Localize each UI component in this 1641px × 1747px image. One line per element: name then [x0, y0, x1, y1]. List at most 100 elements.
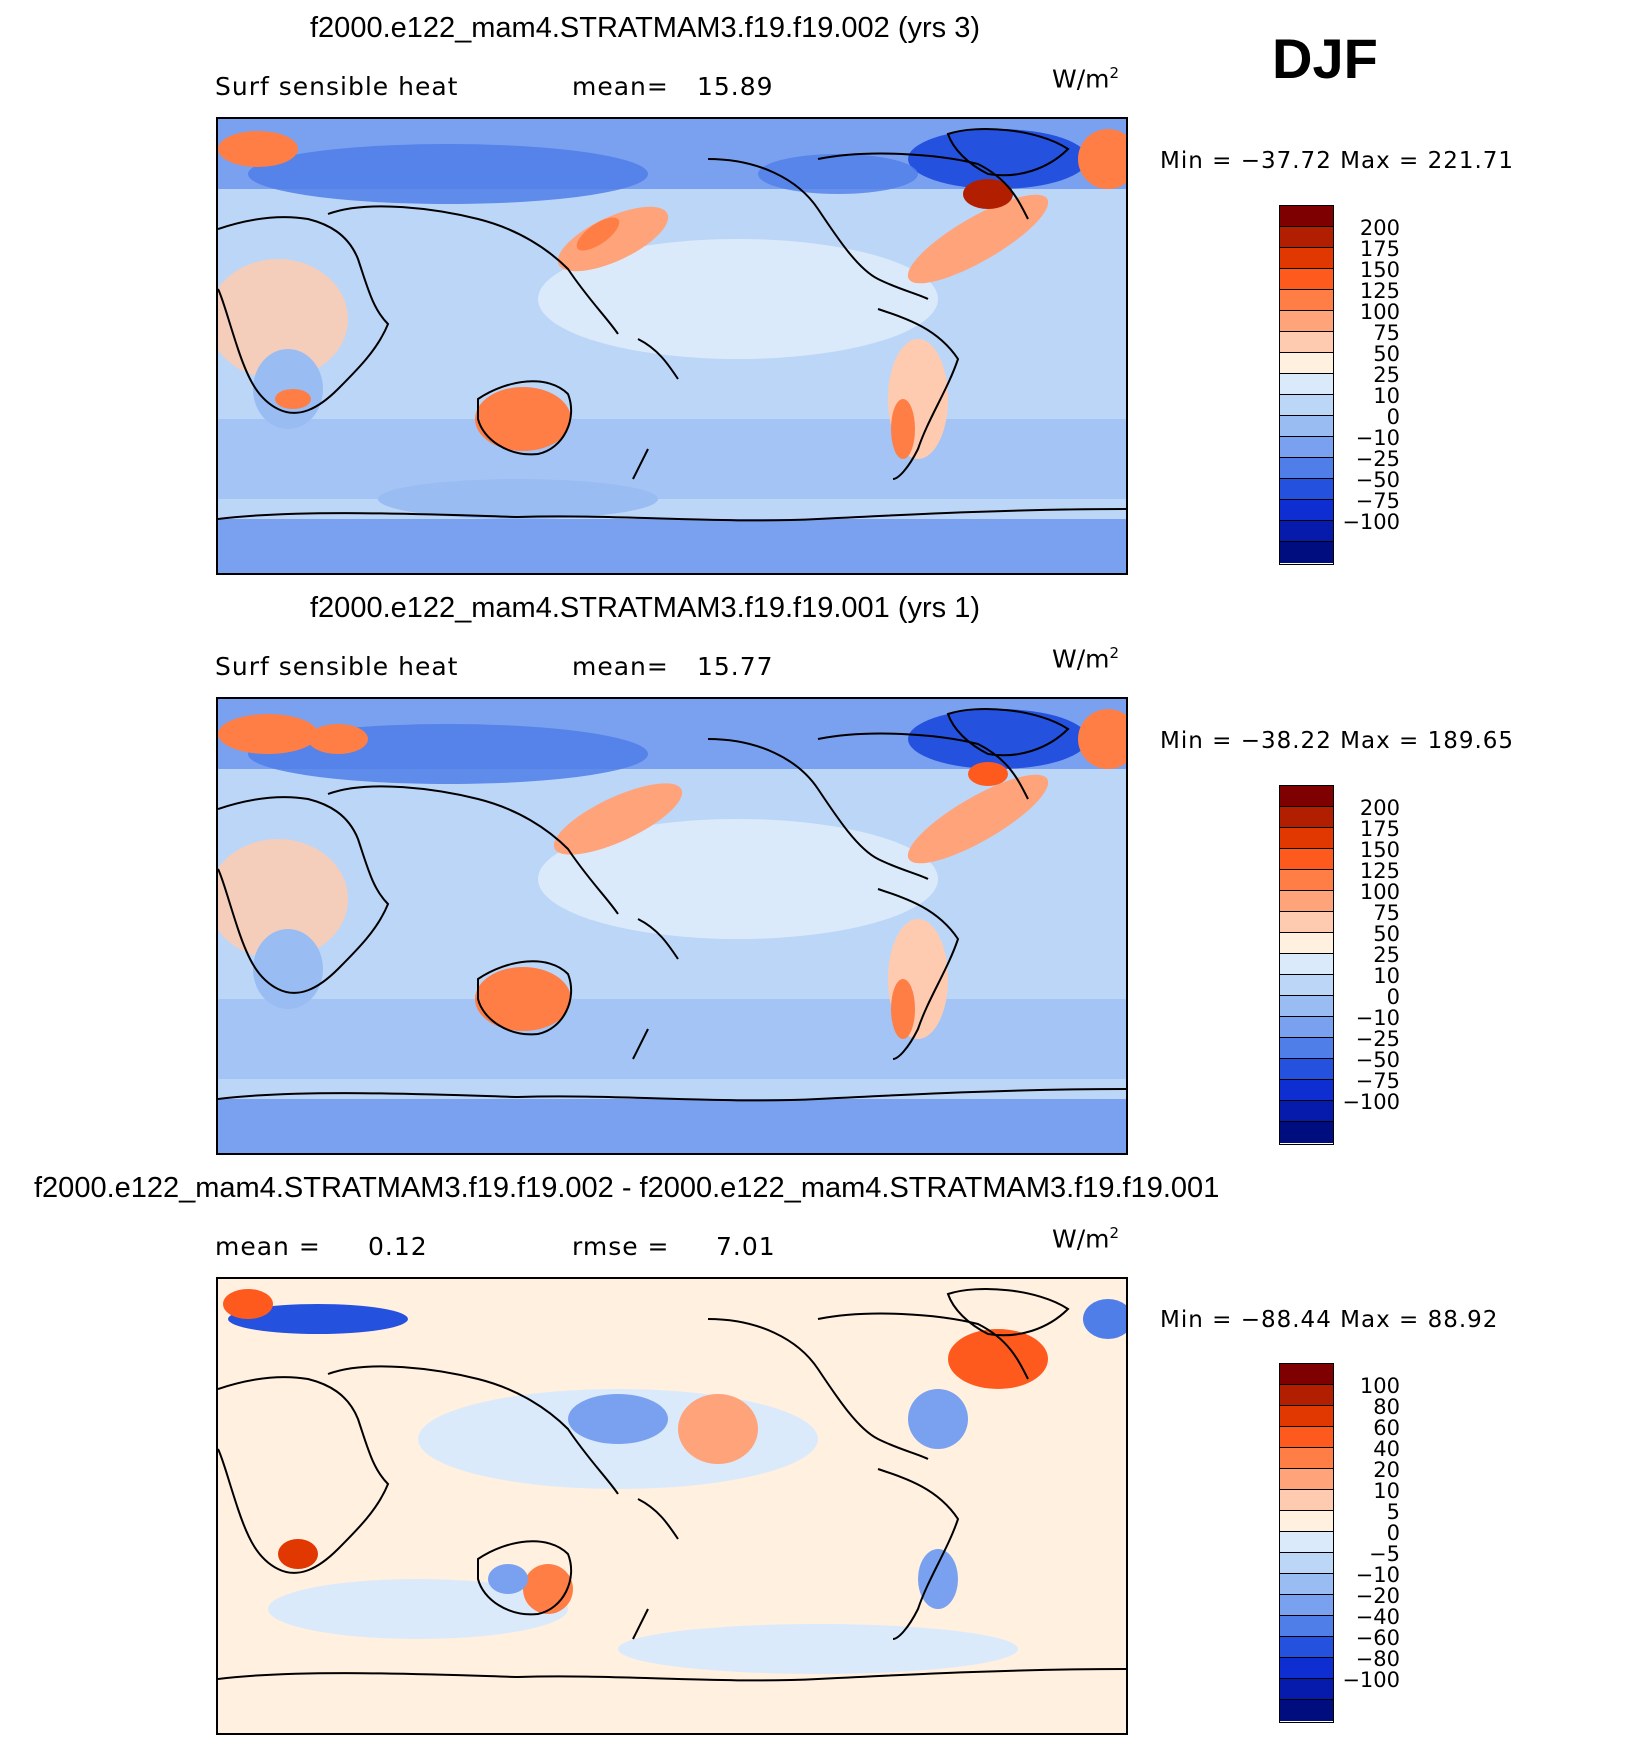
- panel-3-colorbar: [1279, 1363, 1334, 1723]
- colorbar-tick-label: 10: [1373, 963, 1400, 988]
- colorbar-tick-label: 100: [1359, 1373, 1400, 1398]
- panel-1-variable-label: Surf sensible heat: [215, 72, 459, 101]
- colorbar-segment: [1280, 1448, 1333, 1469]
- colorbar-segment: [1280, 1616, 1333, 1637]
- colorbar-tick-label: 125: [1359, 858, 1400, 883]
- colorbar-tick-label: 100: [1359, 299, 1400, 324]
- panel-1-minmax: Min = −37.72 Max = 221.71: [1160, 148, 1515, 174]
- panel-3-rmse-label: rmse =: [572, 1232, 670, 1261]
- colorbar-tick-label: 75: [1373, 900, 1400, 925]
- panel-3-title: f2000.e122_mam4.STRATMAM3.f19.f19.002 - …: [34, 1172, 1220, 1204]
- panel-3-units-base: W/m: [1052, 1224, 1110, 1254]
- colorbar-segment: [1280, 1080, 1333, 1101]
- colorbar-segment: [1280, 1490, 1333, 1511]
- colorbar-segment: [1280, 1553, 1333, 1574]
- panel-1-colorbar: [1279, 205, 1334, 565]
- colorbar-segment: [1280, 479, 1333, 500]
- colorbar-tick-label: −100: [1342, 1089, 1400, 1114]
- colorbar-tick-label: −50: [1355, 1047, 1400, 1072]
- colorbar-tick-label: −75: [1355, 1068, 1400, 1093]
- colorbar-tick-label: −80: [1355, 1646, 1400, 1671]
- colorbar-tick-label: 50: [1373, 921, 1400, 946]
- colorbar-segment: [1280, 332, 1333, 353]
- colorbar-tick-label: −10: [1355, 1005, 1400, 1030]
- colorbar-tick-label: −25: [1355, 446, 1400, 471]
- colorbar-segment: [1280, 206, 1333, 227]
- colorbar-segment: [1280, 786, 1333, 807]
- colorbar-tick-label: 75: [1373, 320, 1400, 345]
- panel-2-variable-label: Surf sensible heat: [215, 652, 459, 681]
- colorbar-segment: [1280, 353, 1333, 374]
- colorbar-segment: [1280, 395, 1333, 416]
- colorbar-segment: [1280, 1101, 1333, 1122]
- colorbar-segment: [1280, 1532, 1333, 1553]
- panel-1-units-sup: 2: [1109, 64, 1120, 82]
- panel-2-units: W/m2: [1052, 644, 1119, 673]
- colorbar-tick-label: 50: [1373, 341, 1400, 366]
- colorbar-tick-label: 5: [1386, 1499, 1400, 1524]
- colorbar-tick-label: 0: [1386, 404, 1400, 429]
- colorbar-tick-label: −10: [1355, 425, 1400, 450]
- colorbar-segment: [1280, 1574, 1333, 1595]
- colorbar-segment: [1280, 500, 1333, 521]
- colorbar-segment: [1280, 975, 1333, 996]
- colorbar-segment: [1280, 828, 1333, 849]
- colorbar-segment: [1280, 933, 1333, 954]
- colorbar-segment: [1280, 1679, 1333, 1700]
- panel-2-colorbar: [1279, 785, 1334, 1145]
- colorbar-segment: [1280, 248, 1333, 269]
- colorbar-segment: [1280, 1364, 1333, 1385]
- panel-3-units-sup: 2: [1109, 1224, 1120, 1242]
- colorbar-tick-label: −5: [1369, 1541, 1400, 1566]
- colorbar-segment: [1280, 542, 1333, 563]
- colorbar-segment: [1280, 1658, 1333, 1679]
- colorbar-segment: [1280, 416, 1333, 437]
- colorbar-tick-label: 100: [1359, 879, 1400, 904]
- colorbar-segment: [1280, 311, 1333, 332]
- colorbar-segment: [1280, 1038, 1333, 1059]
- panel-1-title: f2000.e122_mam4.STRATMAM3.f19.f19.002 (y…: [310, 12, 980, 44]
- panel-2-mean-label: mean=: [572, 652, 669, 681]
- panel-1-mean-value: 15.89: [697, 72, 774, 101]
- colorbar-segment: [1280, 912, 1333, 933]
- colorbar-tick-label: 175: [1359, 236, 1400, 261]
- colorbar-segment: [1280, 1637, 1333, 1658]
- colorbar-segment: [1280, 1700, 1333, 1721]
- colorbar-tick-label: 175: [1359, 816, 1400, 841]
- colorbar-segment: [1280, 1122, 1333, 1143]
- colorbar-tick-label: −10: [1355, 1562, 1400, 1587]
- colorbar-segment: [1280, 1469, 1333, 1490]
- colorbar-tick-label: −60: [1355, 1625, 1400, 1650]
- colorbar-segment: [1280, 996, 1333, 1017]
- colorbar-segment: [1280, 1427, 1333, 1448]
- colorbar-tick-label: 80: [1373, 1394, 1400, 1419]
- colorbar-tick-label: 0: [1386, 984, 1400, 1009]
- colorbar-tick-label: −25: [1355, 1026, 1400, 1051]
- colorbar-tick-label: 150: [1359, 257, 1400, 282]
- colorbar-segment: [1280, 1595, 1333, 1616]
- colorbar-tick-label: 10: [1373, 1478, 1400, 1503]
- panel-1-mean-label: mean=: [572, 72, 669, 101]
- colorbar-segment: [1280, 891, 1333, 912]
- panel-3-units: W/m2: [1052, 1224, 1119, 1253]
- colorbar-segment: [1280, 521, 1333, 542]
- colorbar-segment: [1280, 849, 1333, 870]
- panel-3-rmse-value: 7.01: [716, 1232, 776, 1261]
- panel-2-map: [216, 697, 1128, 1155]
- colorbar-tick-label: −100: [1342, 509, 1400, 534]
- colorbar-tick-label: 200: [1359, 795, 1400, 820]
- colorbar-tick-label: 20: [1373, 1457, 1400, 1482]
- colorbar-tick-label: 125: [1359, 278, 1400, 303]
- season-label: DJF: [1272, 27, 1378, 90]
- colorbar-segment: [1280, 1511, 1333, 1532]
- panel-1-units-base: W/m: [1052, 64, 1110, 94]
- colorbar-tick-label: 25: [1373, 942, 1400, 967]
- colorbar-tick-label: 60: [1373, 1415, 1400, 1440]
- panel-2-mean-value: 15.77: [697, 652, 774, 681]
- colorbar-segment: [1280, 458, 1333, 479]
- colorbar-segment: [1280, 954, 1333, 975]
- colorbar-tick-label: −40: [1355, 1604, 1400, 1629]
- panel-2-title: f2000.e122_mam4.STRATMAM3.f19.f19.001 (y…: [310, 592, 980, 624]
- colorbar-segment: [1280, 1385, 1333, 1406]
- panel-1-units: W/m2: [1052, 64, 1119, 93]
